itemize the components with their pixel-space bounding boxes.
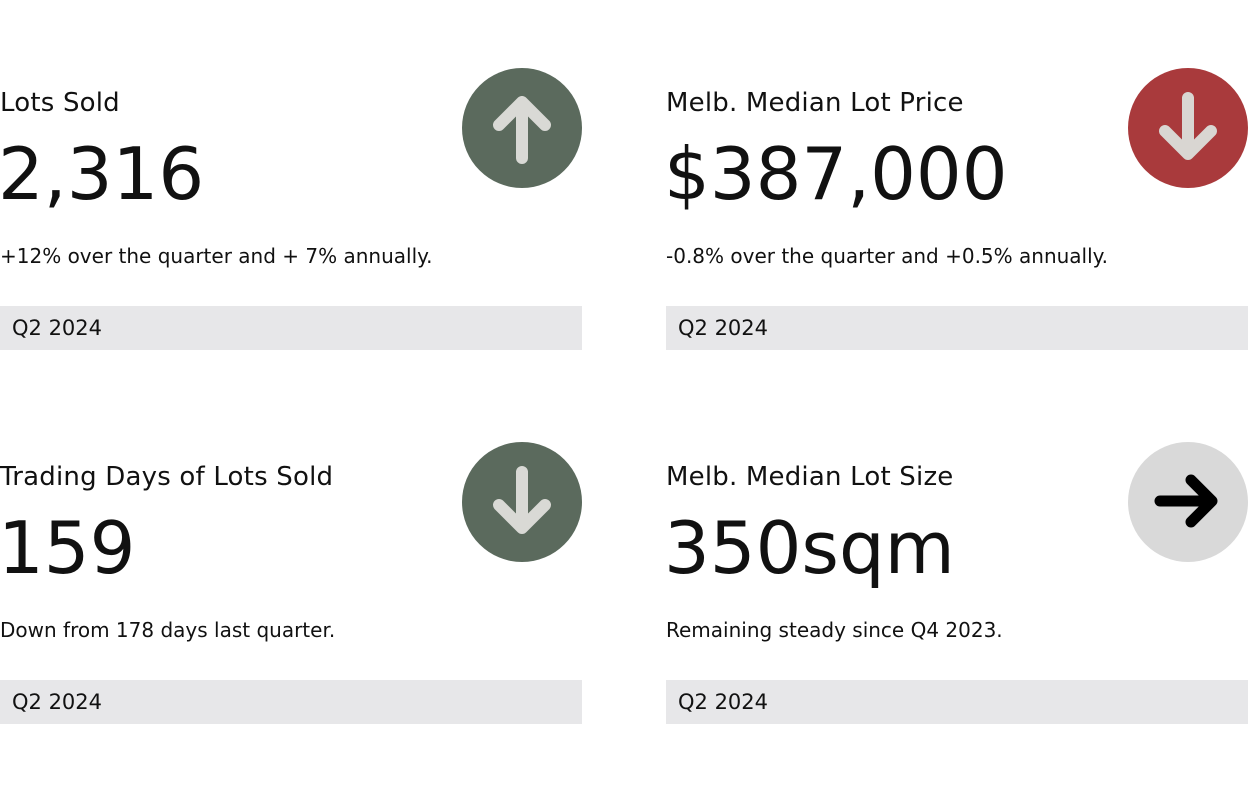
stat-title: Trading Days of Lots Sold [0,462,334,492]
stat-value: 159 [0,506,136,590]
stat-description: +12% over the quarter and + 7% annually. [0,244,433,268]
stat-card-median-lot-size: Melb. Median Lot Size 350sqm Remaining s… [664,442,1248,730]
stat-value: 350sqm [664,506,955,590]
stat-value: 2,316 [0,132,205,216]
arrow-up-icon [462,68,582,188]
period-label: Q2 2024 [666,680,1248,724]
stat-description: Remaining steady since Q4 2023. [666,618,1003,642]
stat-description: Down from 178 days last quarter. [0,618,336,642]
stat-title: Lots Sold [0,88,120,118]
stat-card-lots-sold: Lots Sold 2,316 +12% over the quarter an… [0,68,582,356]
stat-value: $387,000 [664,132,1008,216]
period-label: Q2 2024 [0,680,582,724]
stat-card-median-lot-price: Melb. Median Lot Price $387,000 -0.8% ov… [664,68,1248,356]
arrow-down-icon [1128,68,1248,188]
arrow-down-icon [462,442,582,562]
stat-description: -0.8% over the quarter and +0.5% annuall… [666,244,1109,268]
period-label: Q2 2024 [666,306,1248,350]
period-label: Q2 2024 [0,306,582,350]
stat-title: Melb. Median Lot Size [666,462,954,492]
arrow-right-icon [1128,442,1248,562]
stat-card-trading-days: Trading Days of Lots Sold 159 Down from … [0,442,582,730]
stat-title: Melb. Median Lot Price [666,88,964,118]
